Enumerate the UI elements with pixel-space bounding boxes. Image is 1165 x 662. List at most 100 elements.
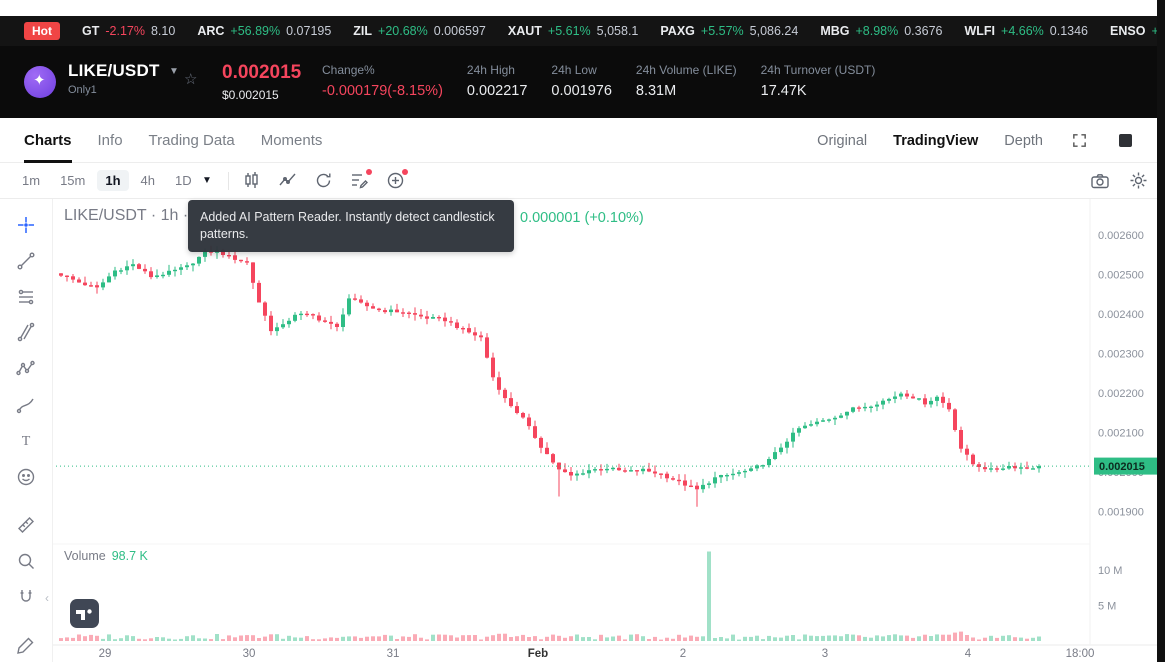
ticker-item[interactable]: GT -2.17% 8.10 bbox=[82, 24, 175, 38]
stat-value: 8.31M bbox=[635, 83, 677, 99]
interval-4h[interactable]: 4h bbox=[140, 173, 155, 188]
price-block: 0.002015 $0.002015 bbox=[222, 62, 301, 102]
interval-1d[interactable]: 1D bbox=[175, 173, 192, 188]
top-strip bbox=[0, 0, 1165, 16]
svg-text:0.002400: 0.002400 bbox=[1098, 309, 1144, 321]
svg-text:0.001900: 0.001900 bbox=[1098, 507, 1144, 519]
candles-icon[interactable] bbox=[240, 170, 262, 192]
indicators-icon[interactable] bbox=[276, 170, 298, 192]
ticker-symbol: PAXG bbox=[660, 24, 695, 38]
text-icon[interactable]: T bbox=[14, 428, 38, 452]
svg-text:3: 3 bbox=[822, 648, 828, 660]
toolbar-divider bbox=[228, 172, 229, 190]
ticker-symbol: MBG bbox=[820, 24, 850, 38]
svg-text:31: 31 bbox=[387, 648, 400, 660]
chart-legend-change: 0.000001 (+0.10%) bbox=[520, 210, 644, 226]
ticker-item[interactable]: WLFI +4.66% 0.1346 bbox=[964, 24, 1088, 38]
ticker-change: +56.89% bbox=[230, 24, 281, 38]
zoom-icon[interactable] bbox=[14, 549, 38, 573]
chart-legend-title: LIKE/USDT · 1h · bbox=[64, 207, 189, 224]
stat-label: Change% bbox=[322, 63, 375, 77]
camera-icon[interactable] bbox=[1089, 170, 1111, 192]
layout-square-icon[interactable] bbox=[1115, 131, 1135, 151]
settings-icon[interactable] bbox=[1127, 170, 1149, 192]
ticker-price: 5,058.1 bbox=[596, 24, 639, 38]
interval-1m[interactable]: 1m bbox=[22, 173, 41, 188]
pair-stats: Change% -0.000179(-8.15%) 24h High 0.002217… bbox=[322, 63, 875, 99]
stat-value: 17.47K bbox=[760, 83, 807, 99]
tab-info[interactable]: Info bbox=[97, 132, 123, 149]
last-price-usd: $0.002015 bbox=[222, 88, 279, 102]
page-scrollbar[interactable] bbox=[1157, 0, 1165, 662]
ai-pattern-icon[interactable] bbox=[348, 168, 372, 192]
stat-label: 24h Volume (LIKE) bbox=[635, 63, 737, 77]
crosshair-icon[interactable] bbox=[14, 213, 38, 237]
ticker-price: 0.006597 bbox=[433, 24, 486, 38]
pair-stat: 24h Low 0.001976 bbox=[551, 63, 611, 99]
ticker-item[interactable]: ZIL +20.68% 0.006597 bbox=[353, 24, 486, 38]
ruler-icon[interactable] bbox=[14, 513, 38, 537]
svg-text:30: 30 bbox=[243, 648, 256, 660]
magnet-icon[interactable] bbox=[14, 585, 38, 609]
pitchfork-icon[interactable] bbox=[14, 320, 38, 344]
interval-dropdown-caret-icon[interactable]: ▼ bbox=[202, 175, 212, 186]
refresh-icon[interactable] bbox=[312, 170, 334, 192]
chart-toolbar: 1m 15m 1h 4h 1D ▼ bbox=[0, 163, 1165, 199]
svg-text:0.002600: 0.002600 bbox=[1098, 230, 1144, 242]
fib-lines-icon[interactable] bbox=[14, 285, 38, 309]
add-icon[interactable] bbox=[384, 168, 408, 192]
ticker-symbol: ARC bbox=[197, 24, 225, 38]
token-logo-glyph: ✦ bbox=[33, 72, 46, 89]
mode-depth[interactable]: Depth bbox=[1004, 132, 1043, 149]
ticker-item[interactable]: ARC +56.89% 0.07195 bbox=[197, 24, 331, 38]
ticker-price: 5,086.24 bbox=[749, 24, 799, 38]
trend-line-icon[interactable] bbox=[14, 249, 38, 273]
interval-buttons: 1m 15m 1h 4h 1D bbox=[14, 163, 200, 198]
pencil-icon[interactable] bbox=[14, 633, 38, 657]
emoji-icon[interactable] bbox=[14, 465, 38, 489]
stat-value: -0.000179(-8.15%) bbox=[322, 83, 443, 99]
main-tab-bar: Charts Info Trading Data Moments Original Tr… bbox=[0, 118, 1165, 163]
notification-dot bbox=[366, 168, 372, 175]
pair-header: ✦ LIKE/USDT ▼ Only1 ☆ 0.002015 $0.002015… bbox=[0, 46, 1165, 118]
favorite-star-icon[interactable]: ☆ bbox=[184, 71, 198, 88]
pair-name: LIKE/USDT bbox=[68, 61, 160, 80]
interval-15m[interactable]: 15m bbox=[60, 173, 86, 188]
ticker-symbol: WLFI bbox=[964, 24, 996, 38]
pattern-icon[interactable] bbox=[14, 357, 38, 381]
pair-stat: 24h Turnover (USDT) 17.47K bbox=[761, 63, 876, 99]
ticker-item[interactable]: PAXG +5.57% 5,086.24 bbox=[660, 24, 798, 38]
toolbar-collapse-handle[interactable]: ‹ bbox=[45, 591, 49, 605]
tabs-left: Charts Info Trading Data Moments bbox=[24, 118, 322, 163]
ticker-change: +8.98% bbox=[855, 24, 899, 38]
interval-1h[interactable]: 1h bbox=[97, 170, 129, 191]
chart-canvas[interactable]: 0.002600 0.002500 0.002400 0.002300 0.002200… bbox=[0, 199, 1165, 662]
svg-text:Feb: Feb bbox=[528, 648, 548, 660]
svg-text:T: T bbox=[22, 434, 31, 449]
svg-text:2: 2 bbox=[680, 648, 686, 660]
brush-icon[interactable] bbox=[14, 393, 38, 417]
tab-trading-data[interactable]: Trading Data bbox=[148, 132, 235, 149]
ai-pattern-tooltip: Added AI Pattern Reader. Instantly detec… bbox=[188, 200, 514, 252]
fullscreen-icon[interactable] bbox=[1069, 131, 1089, 151]
tabs-right: Original TradingView Depth bbox=[817, 118, 1135, 163]
ticker-symbol: XAUT bbox=[507, 24, 542, 38]
tradingview-logo[interactable] bbox=[70, 599, 99, 628]
mode-original[interactable]: Original bbox=[817, 132, 868, 149]
tab-charts[interactable]: Charts bbox=[24, 118, 72, 163]
svg-text:10 M: 10 M bbox=[1098, 565, 1122, 577]
tab-moments[interactable]: Moments bbox=[260, 132, 323, 149]
last-price: 0.002015 bbox=[222, 62, 302, 83]
chart-mode-switch: Original TradingView Depth bbox=[817, 133, 1043, 149]
ticker-item[interactable]: MBG +8.98% 0.3676 bbox=[820, 24, 942, 38]
pair-block[interactable]: LIKE/USDT ▼ Only1 bbox=[68, 61, 179, 96]
ticker-item[interactable]: XAUT +5.61% 5,058.1 bbox=[508, 24, 639, 38]
volume-label: Volume bbox=[64, 549, 106, 563]
ticker-price: 0.07195 bbox=[286, 24, 332, 38]
pair-dropdown-caret-icon[interactable]: ▼ bbox=[168, 66, 179, 77]
mode-tradingview[interactable]: TradingView bbox=[893, 132, 979, 149]
volume-legend: Volume 98.7 K bbox=[64, 549, 148, 563]
volume-value: 98.7 K bbox=[111, 549, 148, 563]
svg-text:29: 29 bbox=[99, 648, 112, 660]
